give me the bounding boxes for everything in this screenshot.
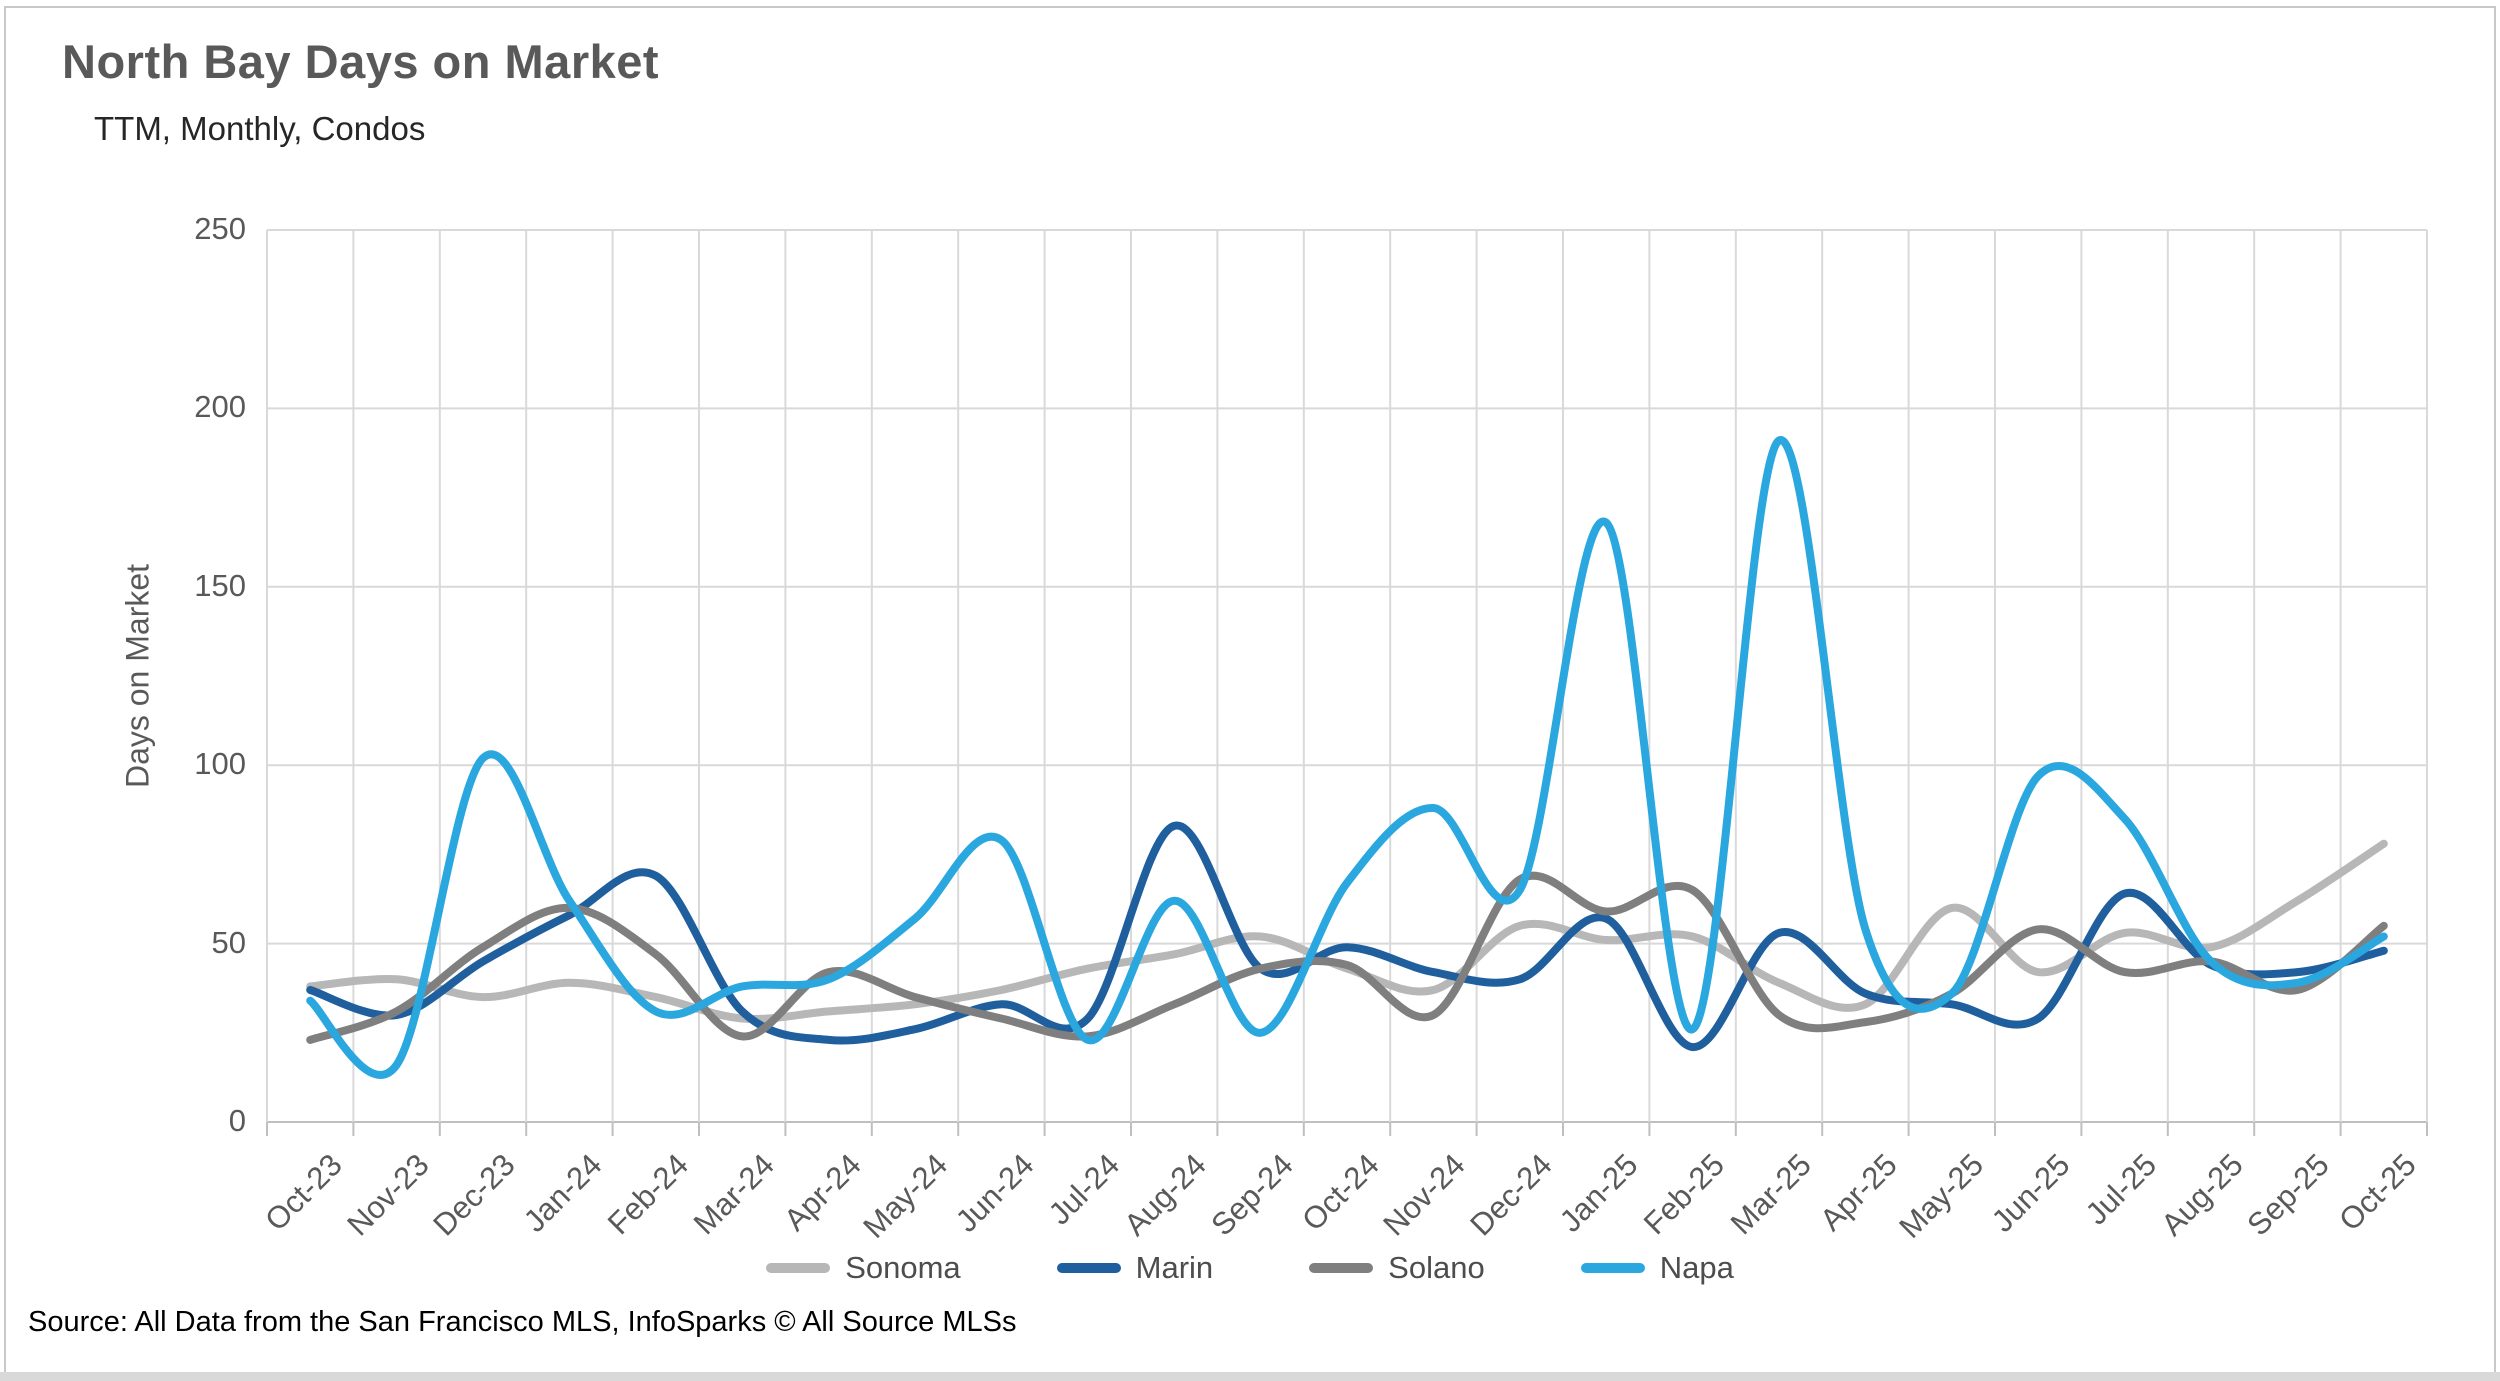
chart-subtitle: TTM, Monthly, Condos — [94, 110, 426, 147]
y-tick-label: 250 — [194, 211, 246, 246]
legend-item-marin: Marin — [1056, 1250, 1214, 1286]
legend-item-sonoma: Sonoma — [766, 1250, 961, 1286]
y-tick-label: 0 — [228, 1103, 246, 1138]
legend-label: Solano — [1388, 1250, 1485, 1285]
legend-label: Marin — [1135, 1250, 1214, 1285]
source-note: Source: All Data from the San Francisco … — [28, 1306, 1017, 1338]
legend-label: Sonoma — [845, 1250, 961, 1285]
chart-legend: Sonoma Marin Solano Napa — [0, 1250, 2500, 1286]
chart-title: North Bay Days on Market — [62, 35, 660, 88]
y-tick-label: 150 — [194, 567, 246, 603]
legend-item-napa: Napa — [1580, 1250, 1734, 1286]
y-tick-label: 200 — [194, 389, 246, 425]
bottom-edge-strip — [0, 1372, 2500, 1381]
series-line-sonoma — [306, 839, 2388, 1023]
y-tick-label: 100 — [194, 746, 246, 782]
y-tick-label: 50 — [211, 924, 246, 960]
legend-swatch-solano — [1309, 1263, 1374, 1273]
series-line-marin — [306, 821, 2388, 1052]
legend-swatch-sonoma — [766, 1263, 831, 1273]
series-line-solano — [306, 871, 2388, 1044]
legend-swatch-napa — [1580, 1263, 1645, 1273]
legend-item-solano: Solano — [1309, 1250, 1485, 1286]
series-line-napa — [306, 436, 2388, 1079]
legend-swatch-marin — [1056, 1263, 1121, 1273]
legend-label: Napa — [1659, 1250, 1734, 1285]
